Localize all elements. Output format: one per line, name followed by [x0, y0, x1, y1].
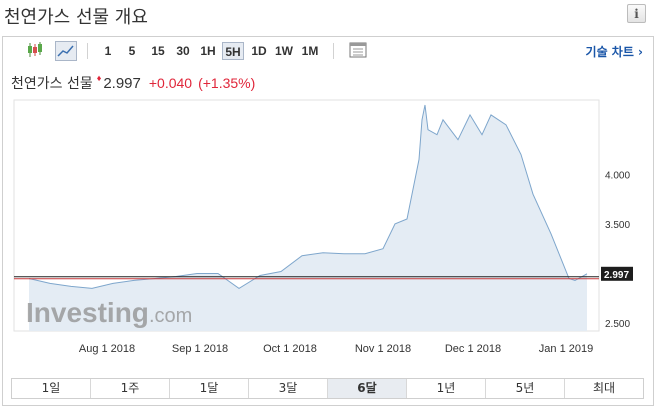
y-tick-label: 4.000 [605, 170, 630, 181]
chart-widget: 1 5 15 30 1H 5H 1D 1W 1M 기술 차트 › 천연가스 선물… [2, 36, 654, 406]
tab-1-month[interactable]: 1달 [170, 379, 249, 398]
y-tick-label: 3.500 [605, 220, 630, 231]
candlestick-icon[interactable] [25, 41, 47, 61]
page-title: 천연가스 선물 개요 [4, 7, 148, 28]
instrument-name: 천연가스 선물 [11, 76, 93, 92]
interval-1h[interactable]: 1H [200, 44, 216, 58]
interval-5[interactable]: 5 [128, 44, 136, 58]
y-tick-label: 2.500 [605, 319, 630, 330]
interval-5h[interactable]: 5H [222, 42, 244, 60]
price-change: +0.040 [148, 75, 193, 91]
interval-1m[interactable]: 1M [301, 44, 319, 58]
tab-1-week[interactable]: 1주 [91, 379, 170, 398]
tab-max[interactable]: 최대 [565, 379, 643, 398]
tab-1-year[interactable]: 1년 [407, 379, 486, 398]
investing-watermark: Investing [26, 297, 149, 328]
interval-30[interactable]: 30 [176, 44, 190, 58]
interval-15[interactable]: 15 [151, 44, 165, 58]
interval-1w[interactable]: 1W [275, 44, 293, 58]
chart-toolbar: 1 5 15 30 1H 5H 1D 1W 1M 기술 차트 › [3, 37, 653, 65]
last-price-badge [601, 266, 633, 281]
interval-1d[interactable]: 1D [251, 44, 267, 58]
investing-watermark-suffix: .com [149, 305, 192, 327]
price-change-percent: (+1.35%) [198, 75, 256, 91]
last-price-label: 2.997 [604, 270, 629, 281]
tab-5-years[interactable]: 5년 [486, 379, 565, 398]
quote-row: 천연가스 선물 ♦ 2.997 +0.040 (+1.35%) [11, 73, 255, 93]
info-button[interactable]: i [627, 4, 646, 23]
x-tick-label: Dec 1 2018 [445, 343, 501, 355]
technical-chart-link[interactable]: 기술 차트 › [585, 45, 643, 59]
tab-6-months[interactable]: 6달 [328, 379, 407, 398]
x-tick-label: Nov 1 2018 [355, 343, 411, 355]
x-tick-label: Sep 1 2018 [172, 343, 228, 355]
x-tick-label: Aug 1 2018 [79, 343, 135, 355]
price-chart[interactable]: 4.000 3.500 2.500 2.997 Aug 1 2018 Sep 1 2018… [3, 37, 653, 375]
tab-3-months[interactable]: 3달 [249, 379, 328, 398]
range-tabs: 1일 1주 1달 3달 6달 1년 5년 최대 [11, 378, 644, 399]
toolbar-divider [87, 43, 88, 59]
title-row: 천연가스 선물 개요 i [0, 0, 657, 30]
toolbar-divider [333, 43, 334, 59]
tab-1-day[interactable]: 1일 [12, 379, 91, 398]
up-arrow-icon: ♦ [96, 73, 102, 83]
table-view-icon[interactable] [348, 41, 370, 61]
line-chart-icon[interactable] [55, 41, 77, 61]
x-tick-label: Jan 1 2019 [539, 343, 593, 355]
price-area [29, 105, 587, 331]
interval-1[interactable]: 1 [104, 44, 112, 58]
x-tick-label: Oct 1 2018 [263, 343, 317, 355]
last-price: 2.997 [103, 75, 141, 92]
